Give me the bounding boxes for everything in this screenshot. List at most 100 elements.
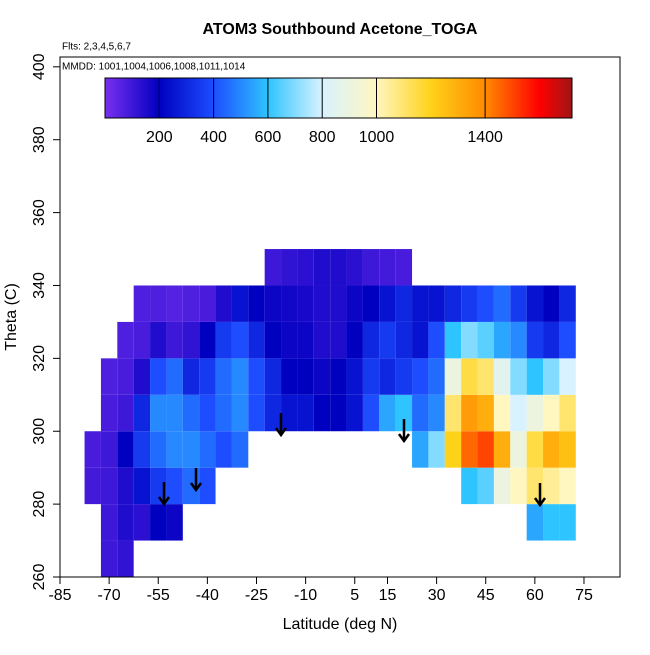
y-tick-label: 380 bbox=[31, 126, 48, 153]
heatmap-cell bbox=[199, 467, 216, 505]
heatmap-cell bbox=[510, 285, 527, 322]
annotation: MMDD: 1001,1004,1006,1008,1011,1014 bbox=[62, 62, 246, 73]
heatmap-cell bbox=[264, 321, 282, 359]
heatmap-cell bbox=[510, 431, 527, 468]
heatmap-cell bbox=[117, 467, 134, 505]
heatmap-cell bbox=[477, 431, 494, 468]
heatmap-cell bbox=[100, 504, 118, 541]
heatmap-cell bbox=[166, 394, 183, 432]
heatmap-cell bbox=[297, 321, 314, 359]
heatmap-cell bbox=[330, 249, 347, 286]
heatmap-cell bbox=[330, 321, 347, 359]
heatmap-cell bbox=[559, 504, 576, 541]
heatmap-cell bbox=[264, 358, 282, 395]
heatmap-cell bbox=[477, 467, 494, 505]
heatmap-cell bbox=[182, 358, 200, 395]
heatmap-cell bbox=[133, 467, 151, 505]
heatmap-cell bbox=[559, 321, 576, 359]
x-tick-label: -25 bbox=[245, 587, 268, 604]
heatmap-cell bbox=[150, 285, 167, 322]
heatmap-cell bbox=[526, 358, 544, 395]
heatmap-cell bbox=[346, 249, 363, 286]
y-tick-label: 300 bbox=[31, 418, 48, 445]
colorbar bbox=[104, 77, 573, 119]
heatmap-cell bbox=[297, 285, 314, 322]
heatmap-cell bbox=[313, 394, 331, 432]
heatmap-cell bbox=[543, 394, 560, 432]
x-tick-label: -55 bbox=[147, 587, 170, 604]
heatmap-cell bbox=[559, 358, 576, 395]
heatmap-cell bbox=[231, 358, 249, 395]
colorbar-tick-label: 400 bbox=[200, 129, 227, 146]
heatmap-cell bbox=[559, 394, 576, 432]
y-tick-label: 360 bbox=[31, 199, 48, 226]
heatmap-cell bbox=[264, 285, 282, 322]
heatmap-cell bbox=[510, 321, 527, 359]
heatmap-cell bbox=[526, 285, 544, 322]
x-tick-label: -70 bbox=[98, 587, 121, 604]
colorbar-tick-label: 800 bbox=[309, 129, 336, 146]
heatmap-cell bbox=[150, 394, 167, 432]
heatmap-cell bbox=[510, 358, 527, 395]
heatmap-cell bbox=[543, 504, 560, 541]
heatmap-cell bbox=[166, 285, 183, 322]
heatmap-cell bbox=[231, 394, 249, 432]
heatmap-cell bbox=[100, 540, 118, 577]
y-tick-label: 280 bbox=[31, 491, 48, 518]
heatmap-cell bbox=[199, 394, 216, 432]
heatmap-cell bbox=[330, 358, 347, 395]
heatmap-cell bbox=[100, 394, 118, 432]
heatmap-cell bbox=[379, 249, 396, 286]
heatmap-cell bbox=[84, 431, 101, 468]
heatmap-cell bbox=[395, 249, 413, 286]
heatmap-cell bbox=[526, 504, 544, 541]
heatmap-cell bbox=[313, 249, 331, 286]
heatmap-cell bbox=[493, 358, 511, 395]
heatmap-cell bbox=[215, 394, 232, 432]
heatmap-cell bbox=[526, 394, 544, 432]
heatmap-cell bbox=[461, 321, 478, 359]
heatmap-cell bbox=[559, 285, 576, 322]
heatmap-cell bbox=[313, 358, 331, 395]
heatmap-cell bbox=[215, 285, 232, 322]
y-tick-label: 260 bbox=[31, 564, 48, 591]
heatmap-cell bbox=[150, 504, 167, 541]
heatmap-cell bbox=[510, 467, 527, 505]
heatmap-cell bbox=[493, 321, 511, 359]
y-tick-label: 320 bbox=[31, 345, 48, 372]
colorbar-tick-label: 600 bbox=[255, 129, 282, 146]
heatmap-cell bbox=[281, 358, 298, 395]
heatmap-cell bbox=[559, 467, 576, 505]
heatmap-cell bbox=[444, 431, 462, 468]
heatmap-cell bbox=[281, 285, 298, 322]
chart-title: ATOM3 Southbound Acetone_TOGA bbox=[203, 21, 478, 38]
heatmap-cell bbox=[346, 321, 363, 359]
heatmap-cell bbox=[543, 321, 560, 359]
arrows bbox=[157, 413, 547, 508]
heatmap-cell bbox=[133, 358, 151, 395]
heatmap-cell bbox=[379, 285, 396, 322]
x-tick-label: -85 bbox=[48, 587, 71, 604]
heatmap-cell bbox=[313, 285, 331, 322]
heatmap-cell bbox=[150, 431, 167, 468]
heatmap-cell bbox=[150, 358, 167, 395]
colorbar-tick-label: 1000 bbox=[359, 129, 395, 146]
x-tick-label: 45 bbox=[477, 587, 495, 604]
heatmap-cell bbox=[362, 358, 380, 395]
heatmap-cell bbox=[117, 394, 134, 432]
heatmap-cell bbox=[493, 394, 511, 432]
heatmap-cell bbox=[313, 321, 331, 359]
heatmap-cell bbox=[461, 431, 478, 468]
heatmap-cell bbox=[264, 394, 282, 432]
heatmap-cell bbox=[281, 321, 298, 359]
heatmap-cell bbox=[362, 321, 380, 359]
heatmap-cell bbox=[461, 358, 478, 395]
heatmap-cell bbox=[428, 394, 445, 432]
heatmap-cell bbox=[248, 285, 265, 322]
heatmap-cell bbox=[166, 321, 183, 359]
heatmap-cell bbox=[133, 504, 151, 541]
heatmap-cell bbox=[493, 431, 511, 468]
y-tick-label: 400 bbox=[31, 53, 48, 80]
heatmap-cell bbox=[231, 321, 249, 359]
heatmap-cell bbox=[428, 358, 445, 395]
